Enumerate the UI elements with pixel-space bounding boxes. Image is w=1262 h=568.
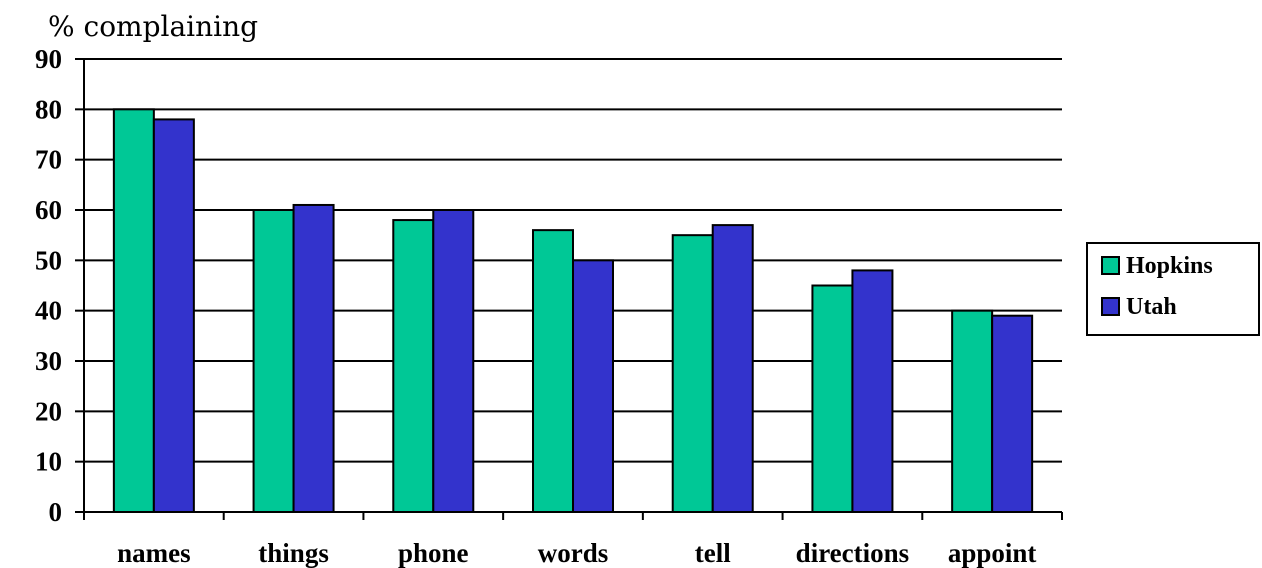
legend: Hopkins Utah <box>1086 242 1260 336</box>
x-tick-label: names <box>117 538 191 568</box>
y-tick-label: 50 <box>35 245 62 275</box>
x-tick-label: things <box>258 538 329 568</box>
bar-hopkins-tell <box>671 234 714 514</box>
bars <box>112 108 1034 514</box>
legend-swatch-utah <box>1101 297 1120 316</box>
y-axis-ticks: 0 10 20 30 40 50 60 70 80 90 <box>35 44 84 527</box>
bar-hopkins-phone <box>392 219 435 513</box>
legend-label-hopkins: Hopkins <box>1126 253 1213 279</box>
x-axis-ticks: names things phone words tell directions appoi… <box>83 512 1063 568</box>
y-tick-label: 90 <box>35 44 62 74</box>
y-tick-label: 10 <box>35 447 62 477</box>
bar-utah-things <box>292 203 335 513</box>
y-tick-label: 70 <box>35 145 62 175</box>
legend-swatch-hopkins <box>1101 256 1120 275</box>
y-tick-label: 30 <box>35 346 62 376</box>
y-tick-label: 40 <box>35 296 62 326</box>
bar-utah-words <box>572 259 614 514</box>
bar-hopkins-directions <box>811 284 854 513</box>
bar-hopkins-appoint <box>951 309 994 513</box>
legend-label-utah: Utah <box>1126 294 1177 320</box>
y-tick-label: 80 <box>35 94 62 124</box>
x-tick-label: directions <box>796 538 910 568</box>
bar-utah-names <box>152 118 195 514</box>
x-tick-label: phone <box>398 538 469 568</box>
bar-utah-phone <box>432 209 475 513</box>
y-tick-label: 0 <box>49 497 63 527</box>
y-tick-label: 60 <box>35 195 62 225</box>
bar-utah-directions <box>851 269 894 513</box>
bar-hopkins-names <box>112 108 155 513</box>
bar-utah-tell <box>711 224 754 513</box>
bar-hopkins-words <box>532 229 574 513</box>
axes <box>83 59 1062 513</box>
x-tick-label: tell <box>695 538 731 568</box>
bar-hopkins-things <box>252 209 295 513</box>
x-tick-label: words <box>538 538 609 568</box>
y-tick-label: 20 <box>35 396 62 426</box>
y-axis-title: % complaining <box>48 10 258 43</box>
bar-utah-appoint <box>991 314 1034 514</box>
x-tick-label: appoint <box>948 538 1037 568</box>
